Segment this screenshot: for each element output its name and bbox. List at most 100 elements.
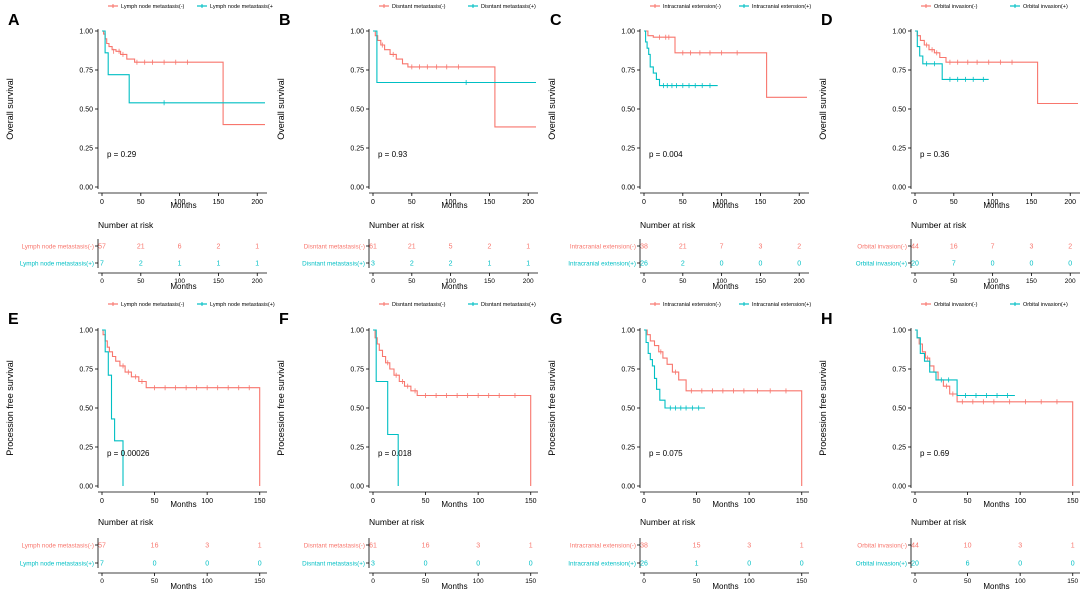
panel-letter: B	[279, 12, 291, 29]
x-tick-label: 100	[716, 199, 728, 206]
risk-row-label: Orbital invasion(+)	[856, 561, 907, 568]
risk-x-tick-label: 150	[484, 278, 495, 285]
x-tick-label: 100	[1014, 498, 1026, 505]
y-tick-label: 0.50	[79, 107, 93, 114]
y-tick-label: 0.50	[621, 406, 635, 413]
y-tick-label: 0.25	[621, 445, 635, 452]
risk-table: Intracranial extension(-) 38 15 3 1 Intracran…	[568, 538, 809, 591]
y-tick-label: 0.25	[79, 146, 93, 153]
risk-count: 21	[408, 244, 416, 251]
risk-x-tick-label: 50	[964, 578, 972, 585]
y-tick-label: 0.00	[621, 185, 635, 192]
risk-x-tick-label: 100	[445, 278, 456, 285]
y-tick-label: 0.50	[621, 107, 635, 114]
p-value: p = 0.69	[920, 449, 950, 458]
risk-table-title: Number at risk	[98, 517, 154, 527]
x-tick-label: 200	[1064, 199, 1076, 206]
x-axis-label: Months	[983, 201, 1009, 210]
risk-count: 0	[800, 561, 804, 568]
risk-x-axis-label: Months	[712, 582, 738, 591]
risk-count: 44	[911, 244, 919, 251]
risk-count: 3	[205, 543, 209, 550]
risk-table-title: Number at risk	[369, 517, 425, 527]
x-tick-label: 0	[642, 498, 646, 505]
legend-label: Intracranial extension(-)	[663, 4, 721, 10]
p-value: p = 0.29	[107, 150, 137, 159]
x-tick-label: 0	[913, 498, 917, 505]
risk-x-axis-label: Months	[170, 582, 196, 591]
risk-x-tick-label: 0	[100, 578, 104, 585]
risk-table: Orbital invasion(-) 44 10 3 1 Orbital invasio…	[856, 538, 1080, 591]
risk-x-tick-label: 0	[642, 278, 646, 285]
risk-x-tick-label: 100	[716, 278, 727, 285]
y-tick-label: 0.50	[350, 406, 364, 413]
risk-count: 0	[258, 561, 262, 568]
x-tick-label: 50	[422, 498, 430, 505]
risk-count: 0	[720, 261, 724, 268]
x-tick-label: 150	[755, 199, 767, 206]
x-tick-label: 50	[408, 199, 416, 206]
risk-row-label: Disntant metastasis(+)	[302, 561, 365, 568]
x-tick-label: 100	[743, 498, 755, 505]
y-tick-label: 0.75	[892, 367, 906, 374]
x-tick-label: 150	[1026, 199, 1038, 206]
y-tick-label: 1.00	[79, 29, 93, 36]
risk-count: 7	[991, 244, 995, 251]
risk-count: 3	[1029, 244, 1033, 251]
x-tick-label: 150	[1067, 498, 1079, 505]
y-tick-label: 0.75	[350, 367, 364, 374]
risk-count: 2	[487, 244, 491, 251]
x-tick-label: 100	[987, 199, 999, 206]
risk-table-title: Number at risk	[369, 220, 425, 230]
risk-count: 21	[679, 244, 687, 251]
legend-label: Disntant metastasis(+)	[481, 4, 536, 10]
risk-row-label: Intracranial extension(+)	[568, 561, 636, 568]
risk-x-tick-label: 150	[525, 578, 536, 585]
risk-x-tick-label: 50	[408, 278, 416, 285]
risk-x-tick-label: 100	[202, 578, 213, 585]
risk-count: 0	[153, 561, 157, 568]
y-axis-label: Procession free survival	[547, 360, 557, 456]
y-tick-label: 1.00	[350, 328, 364, 335]
legend: Lymph node metastasis(-) Lymph node metas…	[108, 4, 273, 10]
panel-letter: F	[279, 311, 289, 328]
risk-count: 44	[911, 543, 919, 550]
risk-count: 15	[693, 543, 701, 550]
risk-count: 1	[526, 244, 530, 251]
legend-label: Intracranial extension(-)	[663, 302, 721, 308]
y-tick-label: 0.25	[621, 146, 635, 153]
legend-label: Orbital invasion(-)	[934, 4, 978, 10]
y-tick-label: 0.00	[892, 185, 906, 192]
risk-x-tick-label: 0	[100, 278, 104, 285]
legend-label: Disntant metastasis(+)	[481, 302, 536, 308]
x-tick-label: 50	[964, 498, 972, 505]
risk-count: 3	[747, 543, 751, 550]
x-tick-label: 0	[371, 199, 375, 206]
risk-x-tick-label: 150	[254, 578, 265, 585]
risk-count: 61	[369, 244, 377, 251]
risk-count: 26	[640, 261, 648, 268]
risk-table-title: Number at risk	[911, 220, 967, 230]
risk-x-tick-label: 0	[371, 578, 375, 585]
y-tick-label: 0.50	[79, 406, 93, 413]
panel-letter: H	[821, 311, 833, 328]
legend-label: Orbital invasion(+)	[1023, 4, 1068, 10]
risk-count: 3	[1018, 543, 1022, 550]
risk-row-label: Disntant metastasis(+)	[302, 261, 365, 268]
y-tick-label: 0.00	[350, 484, 364, 491]
risk-table: Disntant metastasis(-) 61 16 3 1 Disntant met…	[302, 538, 538, 591]
y-axis-label: Procession free survival	[818, 360, 828, 456]
y-tick-label: 0.25	[892, 445, 906, 452]
x-axis-label: Months	[983, 500, 1009, 509]
x-tick-label: 100	[201, 498, 213, 505]
risk-x-tick-label: 0	[371, 278, 375, 285]
risk-count: 0	[529, 561, 533, 568]
risk-count: 10	[964, 543, 972, 550]
risk-x-tick-label: 100	[744, 578, 755, 585]
risk-count: 0	[205, 561, 209, 568]
risk-x-tick-label: 50	[693, 578, 701, 585]
legend: Orbital invasion(-) Orbital invasion(+)	[921, 302, 1068, 308]
risk-x-tick-label: 150	[755, 278, 766, 285]
